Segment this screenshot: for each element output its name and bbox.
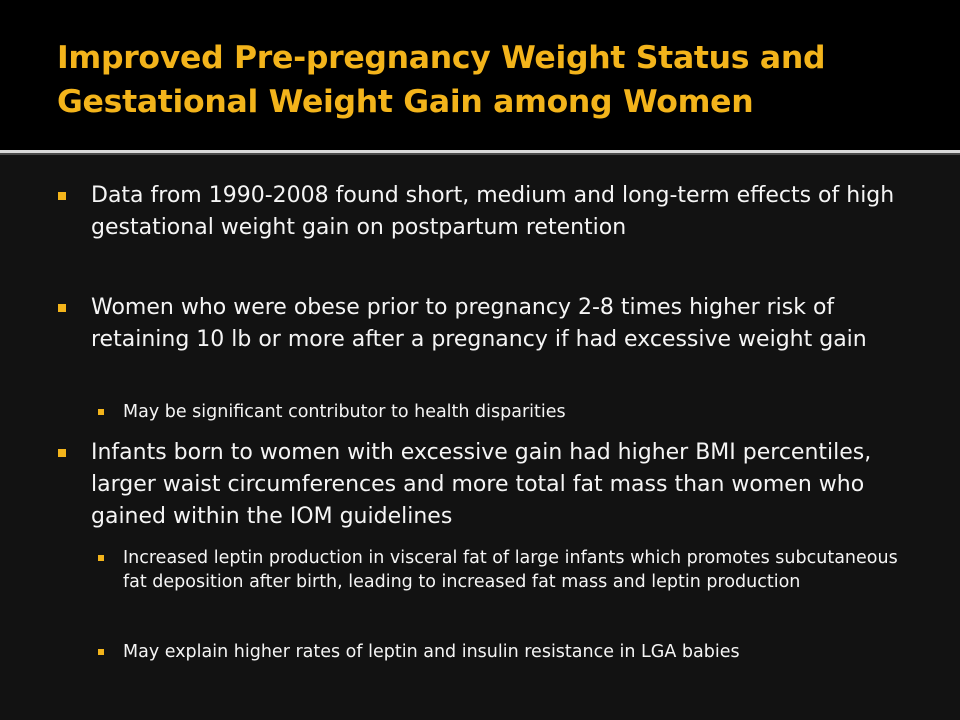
subbullet-lga-babies: May explain higher rates of leptin and i… [98,640,918,664]
subbullet-health-disparities: May be significant contributor to health… [98,400,918,424]
slide-title: Improved Pre-pregnancy Weight Status and… [57,40,826,120]
subbullet-text: May explain higher rates of leptin and i… [123,642,740,662]
subbullet-square-icon [98,555,104,561]
subbullet-leptin-production: Increased leptin production in visceral … [98,546,918,594]
title-bar: Improved Pre-pregnancy Weight Status and… [0,0,960,150]
subbullet-square-icon [98,649,104,655]
bullet-square-icon [58,192,66,200]
bullet-text: Infants born to women with excessive gai… [91,440,872,529]
bullet-obesity-risk: Women who were obese prior to pregnancy … [58,292,918,356]
bullet-square-icon [58,304,66,312]
bullet-infant-outcomes: Infants born to women with excessive gai… [58,437,918,533]
subbullet-text: May be significant contributor to health… [123,402,566,422]
bullet-square-icon [58,449,66,457]
subbullet-text: Increased leptin production in visceral … [123,548,898,592]
bullet-text: Data from 1990-2008 found short, medium … [91,183,895,240]
title-divider-shadow [0,153,960,155]
bullet-data-findings: Data from 1990-2008 found short, medium … [58,180,918,244]
bullet-text: Women who were obese prior to pregnancy … [91,295,867,352]
subbullet-square-icon [98,409,104,415]
title-divider [0,150,960,153]
slide-body [0,155,960,720]
